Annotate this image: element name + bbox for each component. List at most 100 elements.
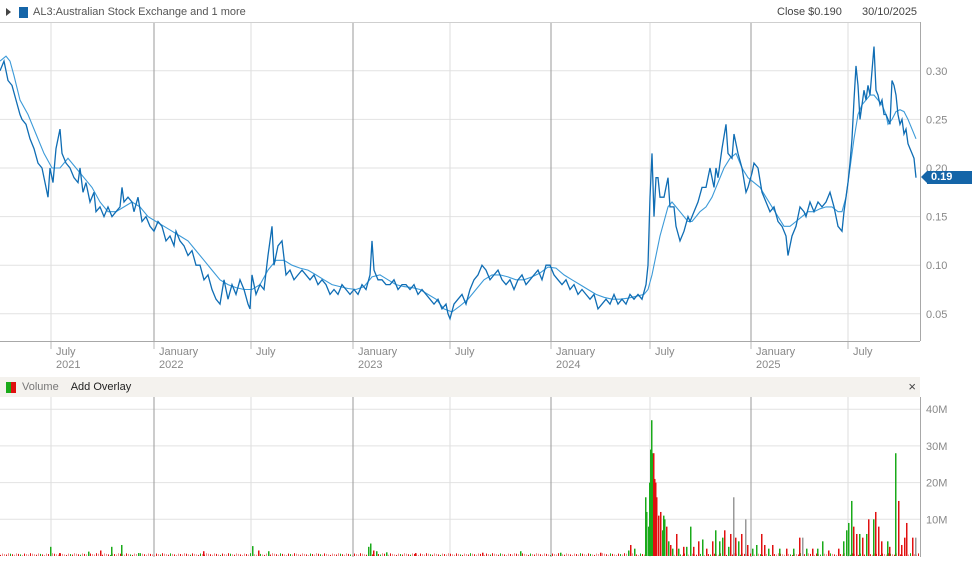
volume-bar [764, 544, 766, 556]
volume-down-swatch-icon [11, 381, 16, 393]
volume-bar [878, 526, 880, 556]
volume-panel-header: Volume Add Overlay × [0, 377, 920, 397]
volume-bar [730, 533, 732, 556]
volume-bar [664, 519, 666, 556]
volume-bar [915, 537, 917, 556]
volume-chart[interactable]: 10M 20M 30M 40M [0, 397, 980, 563]
x-tick-year-label: 2021 [56, 359, 80, 371]
x-tick-label: January [358, 346, 398, 358]
volume-bar [756, 544, 758, 556]
x-tick-label: January [756, 346, 796, 358]
volume-bar [560, 552, 562, 556]
volume-bar [846, 530, 848, 556]
volume-bar [875, 511, 877, 556]
volume-bar [600, 552, 602, 556]
volume-bar [812, 548, 814, 556]
volume-bar [668, 541, 670, 556]
volume-bar [672, 548, 674, 556]
y-tick-label: 0.15 [926, 212, 947, 224]
volume-bar [652, 453, 654, 556]
volume-bar [735, 537, 737, 556]
volume-bar [904, 537, 906, 556]
volume-bar [651, 420, 653, 556]
volume-bar [719, 541, 721, 556]
volume-bar [690, 526, 692, 556]
close-price-label: Close $0.190 [777, 6, 842, 18]
volume-bar [203, 551, 205, 556]
volume-bar [702, 539, 704, 556]
volume-bar [799, 537, 801, 556]
volume-bar [733, 497, 735, 556]
series-color-swatch-icon [19, 6, 28, 18]
y-tick-label: 0.25 [926, 114, 947, 126]
volume-bar [111, 546, 113, 556]
volume-bar [693, 546, 695, 556]
volume-bar [768, 548, 770, 556]
x-tick-label: January [159, 346, 199, 358]
volume-bar [752, 548, 754, 556]
volume-bar [649, 482, 651, 556]
volume-bar [698, 541, 700, 556]
x-tick-label: July [455, 346, 475, 358]
volume-bar [895, 453, 897, 556]
volume-bar [648, 526, 650, 556]
series-legend[interactable]: AL3:Australian Stock Exchange and 1 more [6, 6, 246, 18]
y-tick-label: 0.30 [926, 66, 947, 78]
volume-bar [88, 551, 90, 556]
volume-bar [630, 544, 632, 556]
volume-bar [828, 550, 830, 556]
y-tick-label: 0.10 [926, 260, 947, 272]
volume-bar [656, 497, 658, 556]
volume-bar [866, 533, 868, 556]
volume-bar [653, 453, 655, 556]
volume-bar [912, 537, 914, 556]
volume-bar [482, 552, 484, 556]
volume-bar [520, 551, 522, 556]
x-tick-label: January [556, 346, 596, 358]
volume-bar [838, 548, 840, 556]
volume-bar [747, 544, 749, 556]
x-tick-year-label: 2025 [756, 359, 780, 371]
volume-bar [786, 548, 788, 556]
x-tick-year-label: 2023 [358, 359, 382, 371]
last-price-tag: 0.19 [921, 171, 972, 184]
volume-bar [806, 548, 808, 556]
volume-bar [745, 519, 747, 556]
symbol-label[interactable]: AL3:Australian Stock Exchange and 1 more [33, 6, 246, 18]
volume-bar [722, 537, 724, 556]
volume-bar [881, 541, 883, 556]
x-tick-label: July [256, 346, 276, 358]
volume-bar [817, 548, 819, 556]
volume-bar [712, 541, 714, 556]
volume-bar [724, 530, 726, 556]
volume-y-tick-label: 10M [926, 514, 947, 526]
volume-bar [50, 546, 52, 556]
volume-bar [862, 537, 864, 556]
volume-bar [268, 551, 270, 556]
volume-bar [887, 541, 889, 556]
volume-bar [654, 478, 656, 556]
volume-bar [779, 548, 781, 556]
volume-bar [138, 553, 140, 556]
add-overlay-button[interactable]: Add Overlay [70, 381, 132, 393]
volume-bar [59, 553, 61, 556]
volume-bar [772, 544, 774, 556]
expand-triangle-icon[interactable] [6, 8, 11, 16]
date-label: 30/10/2025 [862, 6, 918, 18]
volume-bar [873, 519, 875, 556]
volume-bar [376, 551, 378, 556]
volume-bar [715, 530, 717, 556]
volume-bar [853, 526, 855, 556]
x-tick-year-label: 2022 [159, 359, 183, 371]
moving-average-line [0, 55, 917, 313]
volume-bar [802, 537, 804, 556]
volume-y-tick-label: 30M [926, 441, 947, 453]
volume-bar [645, 497, 647, 556]
volume-bar [386, 552, 388, 556]
close-icon[interactable]: × [908, 379, 916, 394]
chart-header: AL3:Australian Stock Exchange and 1 more… [0, 0, 980, 22]
volume-bar [666, 526, 668, 556]
volume-bar [793, 548, 795, 556]
price-chart[interactable]: 0.050.100.150.200.250.30July2021January2… [0, 0, 980, 377]
volume-bar [660, 511, 662, 556]
